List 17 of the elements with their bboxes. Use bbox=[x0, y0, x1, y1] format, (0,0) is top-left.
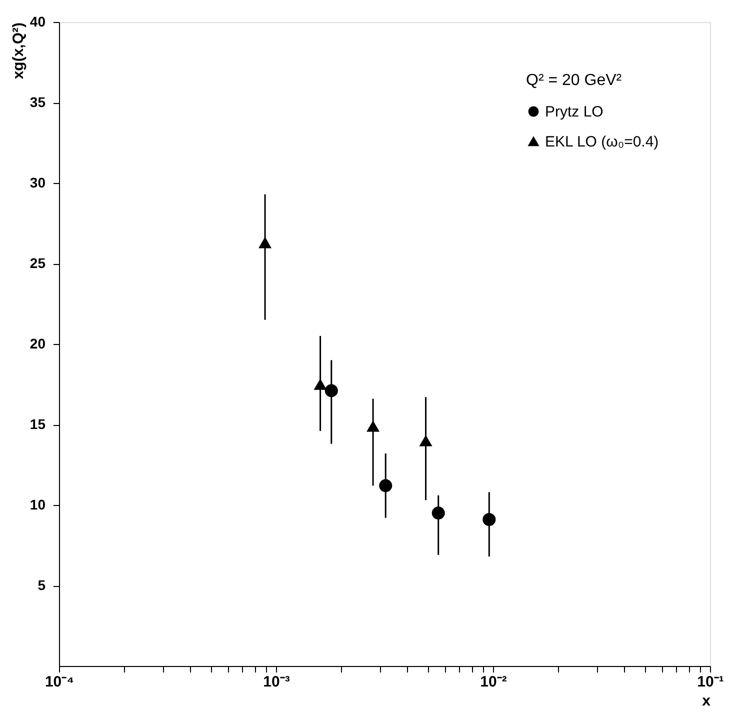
y-tick-label: 25 bbox=[30, 255, 46, 271]
legend-label: Prytz LO bbox=[545, 104, 604, 120]
x-tick-label: 10⁻¹ bbox=[697, 674, 724, 690]
y-tick-label: 10 bbox=[30, 496, 46, 512]
y-tick-label: 30 bbox=[30, 174, 46, 190]
y-tick-label: 5 bbox=[38, 577, 46, 593]
x-tick-label: 10⁻³ bbox=[263, 674, 290, 690]
x-tick-label: 10⁻² bbox=[480, 674, 507, 690]
x-axis-title: x bbox=[702, 692, 712, 710]
x-tick-label: 10⁻⁴ bbox=[44, 674, 74, 690]
legend-title: Q² = 20 GeV² bbox=[526, 72, 622, 89]
y-axis-title: xg(x,Q²) bbox=[10, 22, 27, 80]
y-tick-label: 40 bbox=[30, 14, 46, 30]
legend-label: EKL LO (ω₀=0.4) bbox=[545, 134, 659, 150]
y-tick-label: 15 bbox=[30, 416, 46, 432]
y-tick-label: 35 bbox=[30, 94, 46, 110]
y-tick-label: 20 bbox=[30, 336, 46, 352]
